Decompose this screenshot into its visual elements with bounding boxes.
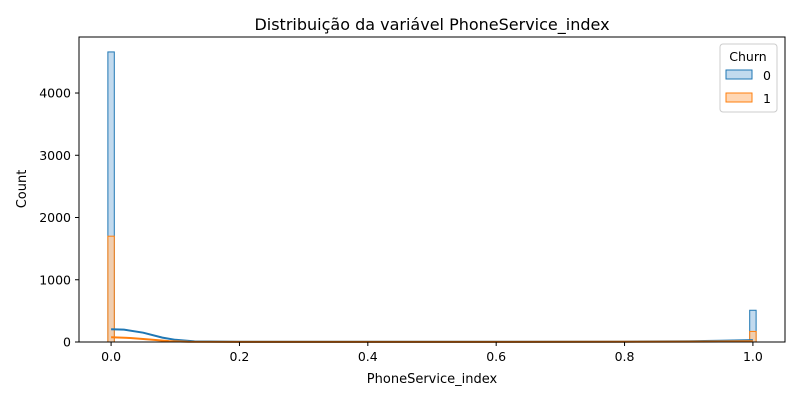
x-tick-label: 0.8 <box>615 349 635 364</box>
x-tick-label: 0.2 <box>230 349 250 364</box>
y-axis: 0 1000 2000 3000 4000 <box>39 86 79 350</box>
x-axis-label: PhoneService_index <box>367 372 498 387</box>
y-tick-label: 4000 <box>39 86 71 101</box>
y-tick-label: 2000 <box>39 210 71 225</box>
x-tick-label: 1.0 <box>743 349 763 364</box>
legend-label-1: 1 <box>763 91 771 106</box>
y-tick-label: 3000 <box>39 148 71 163</box>
kde-line-churn-0 <box>111 328 753 343</box>
kde-line-churn-1 <box>111 336 753 343</box>
y-tick-label: 0 <box>63 335 71 350</box>
chart-title: Distribuição da variável PhoneService_in… <box>254 15 609 35</box>
plot-frame <box>78 36 786 343</box>
legend: Churn 0 1 <box>719 43 778 113</box>
x-tick-label: 0.4 <box>358 349 378 364</box>
x-tick-label: 0.6 <box>486 349 506 364</box>
x-tick-label: 0.0 <box>101 349 121 364</box>
legend-title: Churn <box>729 49 766 64</box>
bar-churn-1-0 <box>107 235 115 343</box>
legend-label-0: 0 <box>763 68 771 83</box>
plot-area <box>107 51 757 343</box>
y-axis-label: Count <box>15 170 30 209</box>
legend-swatch-0 <box>725 69 753 80</box>
x-axis: 0.0 0.2 0.4 0.6 0.8 1.0 <box>101 342 763 364</box>
legend-swatch-1 <box>725 92 753 103</box>
y-tick-label: 1000 <box>39 272 71 287</box>
